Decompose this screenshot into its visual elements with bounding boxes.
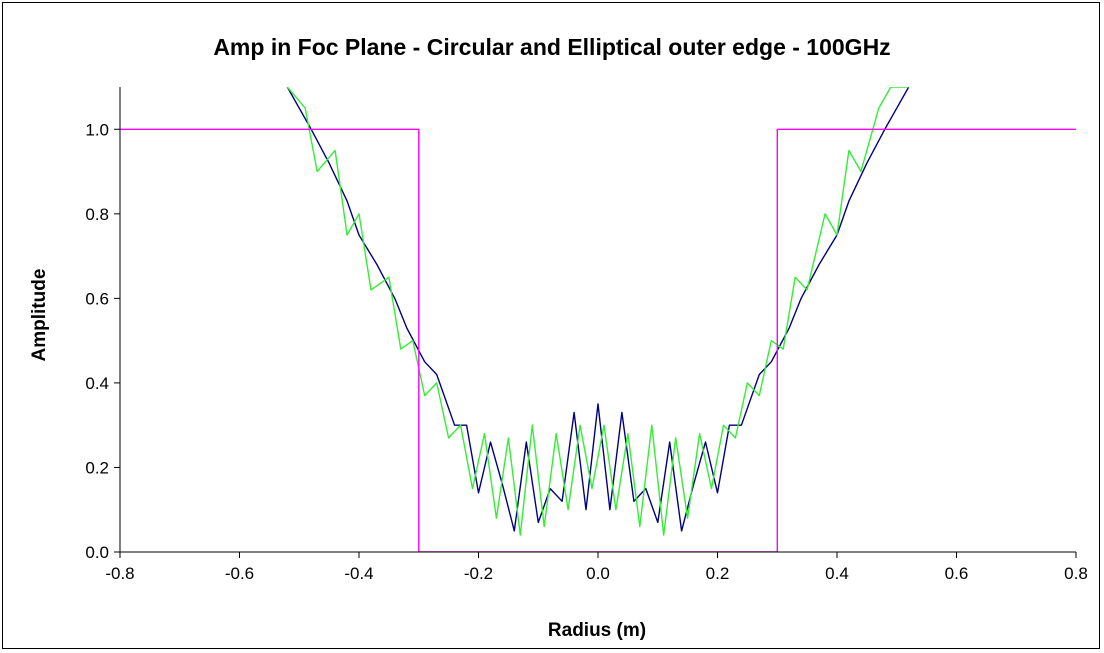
x-axis-label: Radius (m) [547, 620, 647, 641]
x-tick-label: -0.6 [225, 564, 254, 583]
y-tick-label: 0.4 [85, 374, 109, 393]
y-tick-label: 0.8 [85, 205, 109, 224]
x-tick-label: 0.6 [945, 564, 969, 583]
x-tick-label: 0.4 [825, 564, 849, 583]
x-tick-label: -0.8 [105, 564, 134, 583]
x-tick-label: 0.0 [586, 564, 610, 583]
y-tick-label: 1.0 [85, 120, 109, 139]
y-tick-label: 0.2 [85, 458, 109, 477]
series-line-2 [286, 87, 909, 536]
chart-title: Amp in Foc Plane - Circular and Elliptic… [213, 34, 891, 60]
y-tick-label: 0.6 [85, 289, 109, 308]
series-line-3 [120, 128, 1076, 552]
x-tick-label: -0.4 [344, 564, 373, 583]
x-tick-label: 0.2 [706, 564, 730, 583]
series-line-1 [286, 87, 910, 532]
x-tick-label: 0.8 [1064, 564, 1088, 583]
y-tick-label: 0.0 [85, 543, 109, 562]
x-tick-label: -0.2 [464, 564, 493, 583]
